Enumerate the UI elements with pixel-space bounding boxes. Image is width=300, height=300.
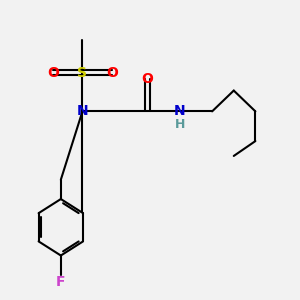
Text: S: S	[77, 66, 87, 80]
Text: N: N	[174, 104, 185, 118]
Text: H: H	[175, 118, 185, 131]
Text: O: O	[47, 66, 59, 80]
Text: O: O	[141, 72, 153, 86]
Text: N: N	[76, 104, 88, 118]
Text: F: F	[56, 275, 66, 289]
Text: O: O	[106, 66, 118, 80]
